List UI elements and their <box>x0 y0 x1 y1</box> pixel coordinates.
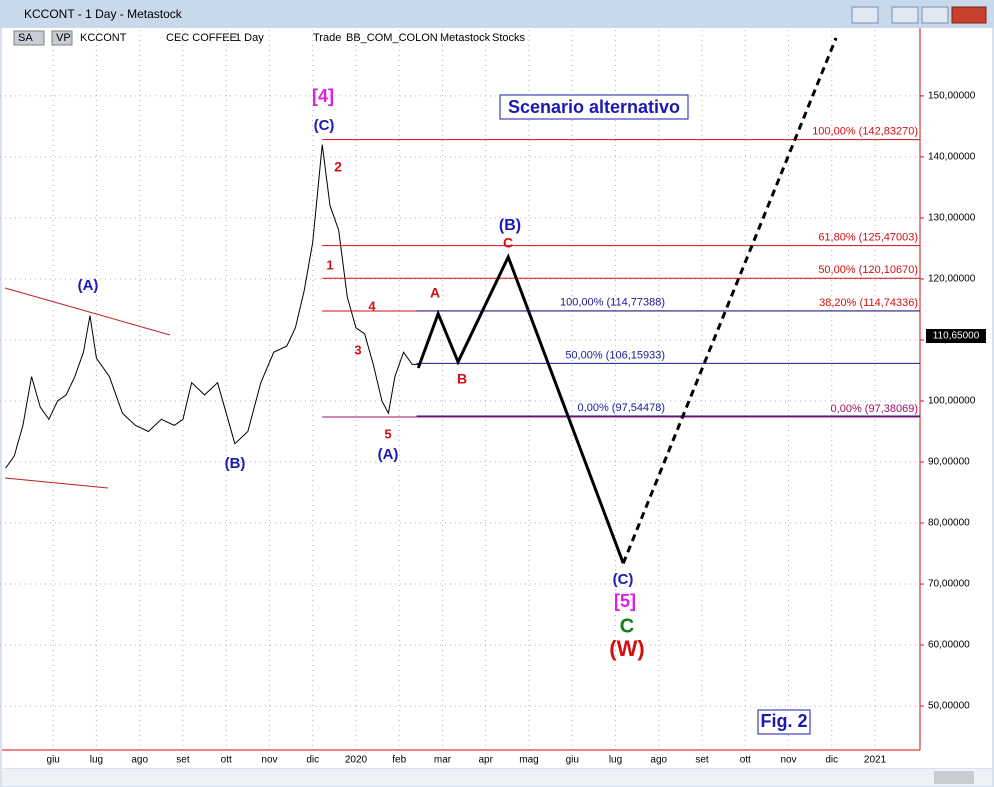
x-tick-label: ott <box>740 755 751 766</box>
chart-title: Scenario alternativo <box>508 97 680 117</box>
x-tick-label: set <box>176 755 190 766</box>
trendline <box>4 477 109 489</box>
wave-label: (A) <box>78 277 99 294</box>
y-tick-label: 140,00000 <box>928 152 976 163</box>
x-tick-label: nov <box>261 755 277 766</box>
fib-label: 0,00% (97,38069) <box>831 403 918 415</box>
wave-label: C <box>620 615 634 637</box>
x-tick-label: dic <box>825 755 838 766</box>
x-tick-label: ago <box>131 755 148 766</box>
toolbar-item: Stocks <box>492 32 526 44</box>
y-tick-label: 120,00000 <box>928 274 976 285</box>
fib-label: 0,00% (97,54478) <box>578 402 665 414</box>
fib-label: 50,00% (120,10670) <box>818 264 918 276</box>
scroll-thumb[interactable] <box>934 771 974 784</box>
wave-label: (C) <box>613 571 634 588</box>
x-tick-label: 2020 <box>345 755 368 766</box>
window-title: KCCONT - 1 Day - Metastock <box>24 7 183 21</box>
wave-label: (B) <box>225 455 246 472</box>
wave-label: 1 <box>326 257 333 272</box>
wave-label: C <box>503 235 513 251</box>
note-box <box>757 709 811 735</box>
x-tick-label: giu <box>566 755 579 766</box>
y-tick-label: 70,00000 <box>928 579 970 590</box>
maximize-btn[interactable] <box>921 6 949 24</box>
chart-area <box>2 28 992 768</box>
y-tick-label: 50,00000 <box>928 701 970 712</box>
toolbar-item: BB_COM_COLON <box>346 32 438 44</box>
price-line <box>5 144 421 469</box>
fib-label: 50,00% (106,15933) <box>565 349 665 361</box>
y-tick-label: 80,00000 <box>928 518 970 529</box>
wave-label: 4 <box>368 298 376 313</box>
wave-label: A <box>430 285 440 301</box>
title-bar <box>0 0 994 28</box>
wave-label: [5] <box>614 591 636 611</box>
toolbar-button[interactable] <box>51 30 73 46</box>
fig-note: Fig. 2 <box>760 711 807 731</box>
title-box <box>499 94 689 120</box>
toolbar-item: KCCONT <box>80 32 127 44</box>
plot: 50,00000 60,00000 70,00000 80,00000 90,00000… <box>0 30 986 766</box>
wave-label: 3 <box>354 342 361 357</box>
x-tick-label: giu <box>47 755 60 766</box>
x-tick-label: ott <box>221 755 232 766</box>
wave-label: (A) <box>378 446 399 463</box>
last-price-label: 110,65000 <box>933 331 980 342</box>
wave-label: B <box>457 371 467 387</box>
toolbar-item: Metastock <box>440 32 491 44</box>
y-tick-label: 150,00000 <box>928 91 976 102</box>
scrollbar[interactable] <box>2 769 992 786</box>
x-tick-label: 2021 <box>864 755 887 766</box>
x-tick-label: nov <box>780 755 796 766</box>
x-tick-label: feb <box>392 755 406 766</box>
projection-dashed <box>621 37 838 564</box>
toolbar-item: CEC COFFEE <box>166 32 237 44</box>
last-price-tag <box>926 329 986 343</box>
x-tick-label: apr <box>479 755 494 766</box>
y-tick-label: 130,00000 <box>928 213 976 224</box>
fib-label: 38,20% (114,74336) <box>819 297 918 309</box>
minimize-btn[interactable] <box>891 6 919 24</box>
y-tick-label: 90,00000 <box>928 457 970 468</box>
toolbar-item: 1 Day <box>235 32 264 44</box>
y-tick-label: 60,00000 <box>928 640 970 651</box>
x-tick-label: ago <box>650 755 667 766</box>
x-tick-label: mar <box>434 755 452 766</box>
trendline <box>4 287 171 336</box>
wave-label: [4] <box>312 86 334 106</box>
toolbar-item: Trade <box>313 32 341 44</box>
wave-label: (W) <box>609 636 644 661</box>
toolbar-item: VP <box>56 32 71 44</box>
fib-label: 100,00% (142,83270) <box>812 126 918 138</box>
restore-btn[interactable] <box>851 6 879 24</box>
y-tick-label: 100,00000 <box>928 396 976 407</box>
x-tick-label: mag <box>519 755 538 766</box>
x-tick-label: dic <box>306 755 319 766</box>
wave-label: 2 <box>334 159 342 175</box>
x-tick-label: set <box>695 755 709 766</box>
x-tick-label: lug <box>90 755 103 766</box>
toolbar-item: SA <box>18 32 33 44</box>
close-btn[interactable] <box>951 6 987 24</box>
wave-label: 5 <box>384 426 391 441</box>
fib-label: 100,00% (114,77388) <box>560 297 665 309</box>
x-tick-label: lug <box>609 755 622 766</box>
fib-label: 61,80% (125,47003) <box>818 231 918 243</box>
wave-label: (C) <box>314 117 335 134</box>
projection-line <box>416 253 625 564</box>
toolbar-button[interactable] <box>13 30 45 46</box>
wave-label: (B) <box>499 217 521 234</box>
